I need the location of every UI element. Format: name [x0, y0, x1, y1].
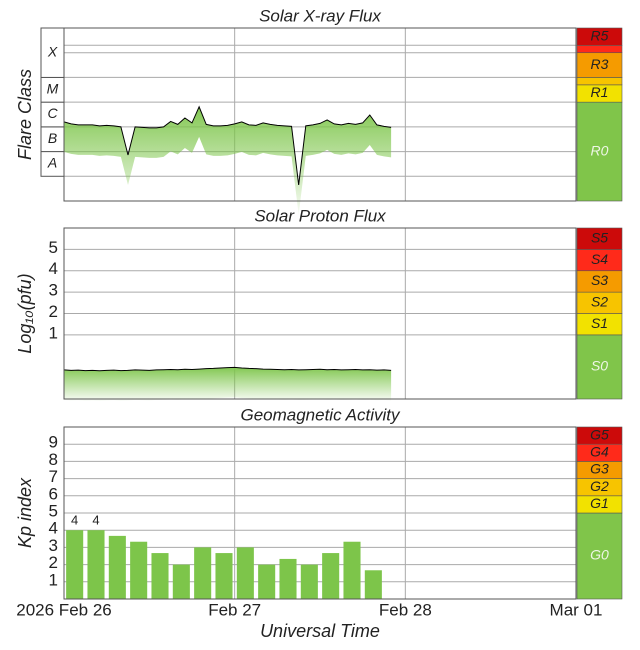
y-tick-label: 1: [49, 570, 58, 589]
area-fill: [64, 367, 392, 401]
scale-label: R0: [591, 142, 609, 158]
scale-box: [576, 77, 623, 86]
bar: [300, 564, 318, 599]
data-line: [63, 366, 392, 372]
class-label: M: [47, 80, 59, 96]
y-tick-label: 4: [49, 259, 58, 278]
x-tick-label: 2026 Feb 26: [16, 600, 111, 619]
scale-label: S5: [591, 229, 608, 245]
plot-frame: [63, 426, 577, 600]
y-axis-label: Flare Class: [15, 69, 35, 160]
scale-label: G3: [590, 461, 609, 477]
bar: [215, 553, 233, 599]
bar: [151, 553, 169, 599]
y-tick-label: 7: [49, 467, 58, 486]
class-label: B: [48, 130, 57, 146]
chart-title: Solar X-ray Flux: [259, 6, 381, 25]
y-tick-label: 9: [49, 433, 58, 452]
y-tick-label: 3: [49, 281, 58, 300]
x-tick-label: Mar 01: [550, 600, 603, 619]
scale-box: [576, 101, 623, 202]
scale-label: S1: [591, 315, 608, 331]
y-tick-label: 3: [49, 536, 58, 555]
y-axis-label: Log₁₀(pfu): [15, 273, 35, 353]
data-line: [63, 105, 392, 185]
scale-label: S0: [591, 358, 608, 374]
y-tick-label: 6: [49, 484, 58, 503]
class-label: A: [47, 155, 57, 171]
scale-box: [576, 426, 623, 445]
scale-box: [576, 27, 623, 46]
bar: [108, 535, 126, 599]
scale-label: G5: [590, 426, 609, 442]
scale-label: S4: [591, 251, 608, 267]
value-label: 4: [71, 513, 78, 528]
scale-box: [576, 227, 623, 250]
area-fill: [64, 106, 392, 215]
scale-label: G2: [590, 478, 609, 494]
bar: [87, 530, 105, 599]
y-tick-label: 1: [49, 323, 58, 342]
class-label: X: [47, 43, 58, 59]
scale-label: S3: [591, 272, 608, 288]
y-tick-label: 5: [49, 238, 58, 257]
bar: [194, 547, 212, 599]
plot-frame: [63, 227, 577, 400]
bar: [130, 541, 148, 599]
plot-frame: [63, 27, 577, 202]
bar: [343, 541, 361, 599]
bar: [236, 547, 254, 599]
scale-label: R5: [591, 27, 609, 43]
scale-label: G4: [590, 444, 609, 460]
bar: [279, 558, 297, 599]
chart-title: Geomagnetic Activity: [240, 405, 401, 424]
y-tick-label: 5: [49, 501, 58, 520]
x-axis-label: Universal Time: [260, 621, 380, 641]
bar: [258, 564, 276, 599]
scale-label: S2: [591, 294, 608, 310]
y-tick-label: 2: [49, 553, 58, 572]
y-tick-label: 8: [49, 450, 58, 469]
y-axis-label: Kp index: [15, 477, 35, 548]
scale-label: R1: [591, 84, 609, 100]
y-tick-label: 2: [49, 302, 58, 321]
bar: [66, 530, 84, 599]
x-tick-label: Feb 27: [208, 600, 261, 619]
bar: [364, 570, 382, 599]
value-label: 4: [92, 513, 99, 528]
scale-label: G0: [590, 547, 609, 563]
y-tick-label: 4: [49, 519, 58, 538]
scale-box: [576, 44, 623, 54]
scale-label: R3: [591, 56, 609, 72]
bar: [322, 553, 340, 599]
class-label: C: [47, 105, 58, 121]
chart-title: Solar Proton Flux: [254, 206, 386, 225]
scale-box: [576, 512, 623, 600]
scale-label: G1: [590, 495, 609, 511]
bar: [172, 564, 190, 599]
x-tick-label: Feb 28: [379, 600, 432, 619]
scale-box: [576, 52, 623, 78]
